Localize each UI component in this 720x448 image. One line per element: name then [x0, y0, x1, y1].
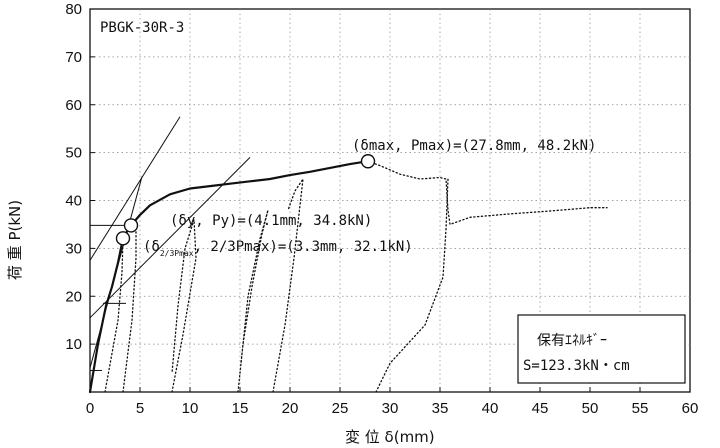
y-tick-labels: 10 20 30 40 50 60 70 80 — [65, 1, 82, 353]
solid-series-0 — [88, 160, 370, 394]
dotted-series-4 — [171, 219, 197, 393]
annotation-py: (δy, Py)=(4.1mm, 34.8kN) — [170, 213, 372, 229]
x-tick-label: 50 — [582, 400, 599, 417]
legend-title: 保有ｴﾈﾙｷﾞｰ — [537, 333, 607, 349]
x-tick-label: 45 — [532, 400, 549, 417]
dotted-series-5 — [237, 209, 269, 393]
y-tick-label: 20 — [65, 288, 82, 305]
marker-circle — [360, 154, 376, 169]
guide-line — [89, 116, 181, 261]
y-tick-label: 80 — [65, 1, 82, 18]
data-series — [88, 160, 608, 394]
annotation-p23-rest: , 2/3Pmax)=(3.3mm, 32.1kN) — [194, 239, 413, 255]
annotation-p23-prefix: (δ — [143, 239, 160, 255]
x-tick-label: 10 — [182, 400, 199, 417]
y-tick-label: 70 — [65, 49, 82, 66]
x-tick-label: 60 — [682, 400, 699, 417]
y-tick-label: 10 — [65, 336, 82, 353]
x-tick-label: 40 — [482, 400, 499, 417]
axis-ticks — [89, 8, 691, 392]
dotted-series-2 — [104, 238, 124, 393]
chart-title: PBGK-30R-3 — [100, 20, 184, 36]
y-tick-label: 30 — [65, 240, 82, 257]
x-tick-label: 35 — [432, 400, 449, 417]
x-tick-label: 15 — [232, 400, 249, 417]
x-axis-title: 変 位 δ(mm) — [345, 428, 435, 446]
y-axis-title: 荷 重 P(kN) — [6, 200, 24, 280]
y-tick-label: 40 — [65, 193, 82, 210]
x-tick-label: 20 — [282, 400, 299, 417]
dotted-series-6 — [272, 178, 304, 393]
marker-circle — [123, 218, 139, 233]
marker-circle — [115, 231, 131, 246]
y-tick-label: 50 — [65, 145, 82, 162]
annotation-p23: (δ2/3Pmax, 2/3Pmax)=(3.3mm, 32.1kN) — [143, 239, 413, 258]
annotation-p23-sub: 2/3Pmax — [160, 249, 194, 258]
x-tick-label: 25 — [332, 400, 349, 417]
x-tick-label: 30 — [382, 400, 399, 417]
dotted-series-7 — [375, 178, 449, 393]
x-tick-label: 55 — [632, 400, 649, 417]
x-tick-label: 5 — [136, 400, 144, 417]
data-markers — [115, 154, 376, 246]
annotation-pmax: (δmax, Pmax)=(27.8mm, 48.2kN) — [352, 138, 596, 154]
legend-value: S=123.3kN・cm — [523, 358, 630, 374]
dotted-series-1 — [367, 160, 608, 226]
guide-line — [89, 157, 251, 319]
y-tick-label: 60 — [65, 97, 82, 114]
legend-box — [517, 314, 686, 384]
x-tick-label: 0 — [86, 400, 94, 417]
dotted-series-3 — [122, 219, 137, 393]
x-tick-labels: 0 5 10 15 20 25 30 35 40 45 50 55 60 — [86, 400, 699, 417]
